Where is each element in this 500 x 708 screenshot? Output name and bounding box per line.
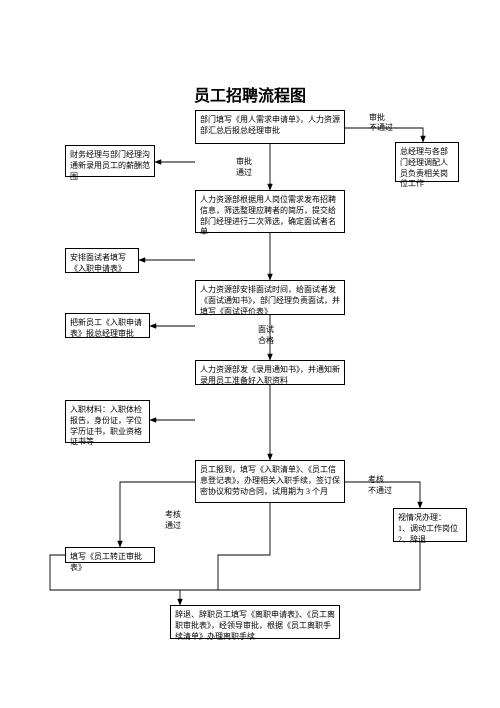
flow-node-l3: 把新员工《入职申请表》报总经理审批 <box>65 313 150 338</box>
flow-label-lb2b: 通过 <box>236 168 252 178</box>
flow-label-lb4a: 考核 <box>165 510 181 520</box>
flow-label-lb5a: 考核 <box>368 475 384 485</box>
flow-node-l1: 财务经理与部门经理沟通新录用员工的薪酬范围 <box>65 145 155 177</box>
flow-node-r5: 视情况办理：1、调动工作岗位2、辞退 <box>393 508 467 542</box>
flow-label-lb5b: 不通过 <box>368 486 392 496</box>
flow-node-l5: 填写《员工转正审批表》 <box>65 547 155 563</box>
flow-node-n6: 辞退、辞职员工填写《离职申请表》、《员工离职审批表》，经领导审批，根据《员工离职… <box>170 605 340 639</box>
flow-label-lb1a: 审批 <box>369 113 385 123</box>
flow-node-n5: 员工报到，填写《入职清单》、《员工信息登记表》，办理相关入职手续，签订保密协议和… <box>195 460 345 503</box>
flow-node-n2: 人力资源部根据用人岗位需求发布招聘信息，筛选整理应聘者的简历，提交给部门经理进行… <box>195 190 345 233</box>
flow-node-n4: 人力资源部发《录用通知书》，并通知新录用员工准备好入职资料 <box>195 360 345 385</box>
flow-node-n1: 部门填写《用人需求申请单》，人力资源部汇总后报总经理审批 <box>195 110 345 144</box>
flow-label-lb2a: 审批 <box>236 157 252 167</box>
flow-label-lb1b: 不通过 <box>369 123 393 133</box>
flow-node-l2: 安排面试者填写《入职申请表》 <box>65 248 139 273</box>
flow-edges <box>0 0 500 708</box>
flow-label-lb4b: 通过 <box>165 521 181 531</box>
page-title: 员工招聘流程图 <box>0 82 500 106</box>
flow-node-r1: 总经理与各部门经理调配人员负责相关岗位工作 <box>395 142 459 182</box>
flow-label-lb3a: 面试 <box>258 325 274 335</box>
flow-label-lb3b: 合格 <box>258 336 274 346</box>
flow-node-n3: 人力资源部安排面试时间，给面试者发《面试通知书》，部门经理负责面试，并填写《面试… <box>195 280 345 315</box>
flow-node-l4: 入职材料：入职体检报告，身份证，学位学历证书，职业资格证书等 <box>65 400 150 443</box>
